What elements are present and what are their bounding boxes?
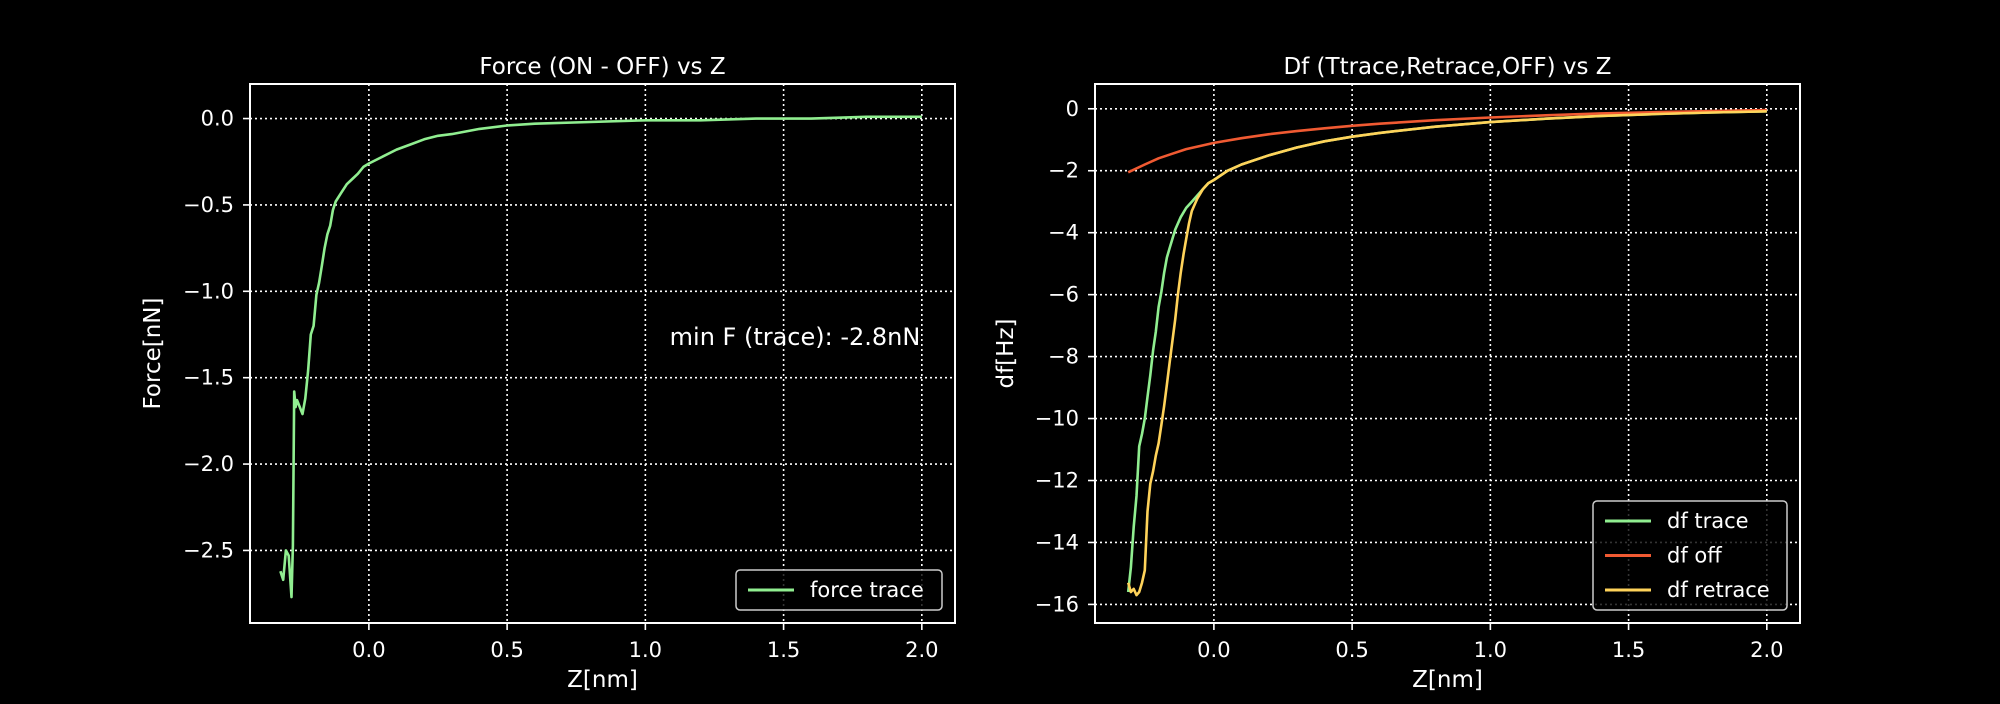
- df-y-tick-label: 0: [1066, 97, 1079, 121]
- force-min-annotation: min F (trace): -2.8nN: [670, 323, 921, 351]
- force-y-tick-label: −1.5: [183, 366, 234, 390]
- force-x-tick-label: 1.5: [767, 638, 800, 662]
- force-x-tick-label: 2.0: [905, 638, 938, 662]
- df-y-tick-label: −4: [1048, 221, 1079, 245]
- df-x-tick-label: 0.0: [1197, 638, 1230, 662]
- df-legend-label: df retrace: [1667, 578, 1770, 602]
- df-x-axis-label: Z[nm]: [1412, 667, 1483, 693]
- force-y-tick-label: −1.0: [183, 279, 234, 303]
- force-y-tick-label: −2.0: [183, 452, 234, 476]
- df-legend: df trace df off df retrace: [1592, 500, 1788, 611]
- force-axes-frame: [249, 83, 956, 624]
- force-x-axis-label: Z[nm]: [567, 667, 638, 693]
- force-y-tick-label: −2.5: [183, 538, 234, 562]
- force-legend: force trace: [735, 569, 943, 611]
- force-legend-box: [735, 569, 943, 611]
- df-x-tick-label: 2.0: [1750, 638, 1783, 662]
- force-x-tick-label: 1.0: [629, 638, 662, 662]
- force-x-tick-label: 0.0: [352, 638, 385, 662]
- force-y-axis-label: Force[nN]: [140, 298, 166, 410]
- df-series-df-retrace: [1126, 110, 1767, 597]
- df-legend-box: [1592, 500, 1788, 611]
- force-x-tick-label: 0.5: [490, 638, 523, 662]
- df-axes-frame: [1094, 83, 1801, 624]
- df-y-axis-label: df[Hz]: [993, 318, 1019, 388]
- df-y-tick-label: −16: [1035, 592, 1079, 616]
- df-y-tick-label: −12: [1035, 469, 1079, 493]
- df-legend-label: df off: [1667, 544, 1722, 568]
- df-y-tick-label: −14: [1035, 530, 1079, 554]
- force-legend-label: force trace: [810, 578, 924, 602]
- force-series-force-trace: [279, 115, 922, 599]
- df-y-tick-label: −8: [1048, 345, 1079, 369]
- force-chart-title: Force (ON - OFF) vs Z: [479, 54, 725, 80]
- df-x-tick-label: 1.5: [1612, 638, 1645, 662]
- df-series-df-off: [1127, 108, 1767, 174]
- df-x-tick-label: 0.5: [1335, 638, 1368, 662]
- df-chart-title: Df (Ttrace,Retrace,OFF) vs Z: [1283, 54, 1611, 80]
- df-x-tick-label: 1.0: [1474, 638, 1507, 662]
- df-y-tick-label: −10: [1035, 407, 1079, 431]
- df-y-tick-label: −6: [1048, 283, 1079, 307]
- force-panel: 0.0 0.5 1.0 1.5 2.0 0.0 −0.5 −1.0 −1.5 −2.0 −2.5 Fo…: [140, 54, 956, 693]
- df-panel: 0.0 0.5 1.0 1.5 2.0 0 −2 −4 −6 −8 −10 −12 −14 −16 Df (…: [993, 54, 1801, 693]
- df-legend-label: df trace: [1667, 509, 1749, 533]
- force-y-tick-label: 0.0: [201, 107, 234, 131]
- force-y-tick-label: −0.5: [183, 193, 234, 217]
- df-y-tick-label: −2: [1048, 159, 1079, 183]
